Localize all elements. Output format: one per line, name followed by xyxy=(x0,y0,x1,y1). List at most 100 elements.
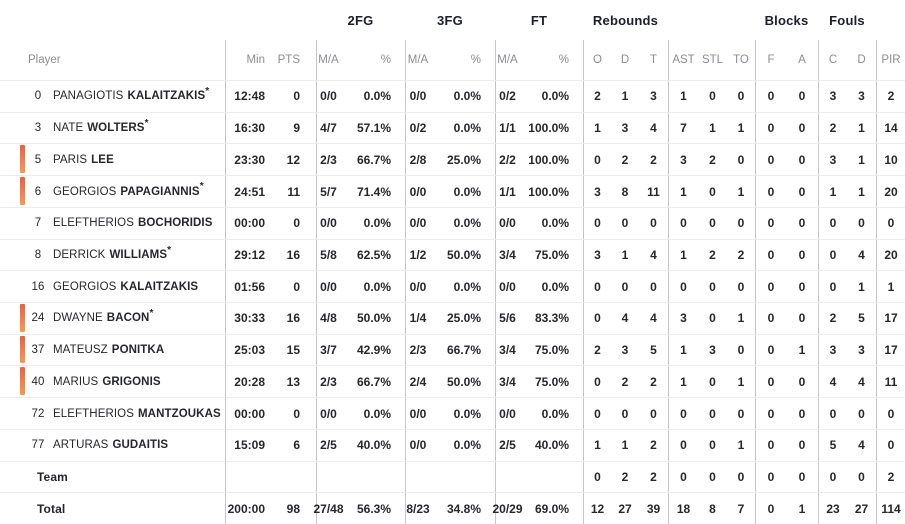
table-row: * Team 0 2 2 0 0 0 0 0 0 0 2 xyxy=(0,460,905,493)
fg3-pct-cell: 50.0% xyxy=(446,374,481,389)
ast-cell: 1 xyxy=(668,176,698,207)
player-last-name: KALAITZAKIS xyxy=(120,280,199,293)
starter-mark: * xyxy=(149,308,154,320)
player-first-name: NATE xyxy=(53,122,84,135)
player-number: 16 xyxy=(31,280,45,293)
reb-t-cell: 2 xyxy=(650,152,657,167)
ast-cell: 1 xyxy=(668,366,698,398)
fg3-ma-cell: 2/3 xyxy=(405,334,450,366)
block-a-cell: 0 xyxy=(798,438,806,453)
reb-d-cell: 3 xyxy=(621,343,629,358)
ft-ma-cell: 1/1 xyxy=(495,112,539,144)
block-a-cell: 0 xyxy=(798,374,806,389)
player-first-name: ARTURAS xyxy=(53,439,109,452)
foul-d-cell: 5 xyxy=(858,311,865,326)
block-a-cell: 0 xyxy=(798,152,806,167)
reb-d-cell: 8 xyxy=(621,184,629,199)
fg3-pct-cell: 0.0% xyxy=(453,89,481,104)
reb-t-cell: 2 xyxy=(650,374,657,389)
fg3-pct-cell xyxy=(450,462,495,493)
stl-cell: 2 xyxy=(709,152,716,167)
pts-cell: 9 xyxy=(293,121,300,136)
player-cell: 3 NATE WOLTERS * xyxy=(0,113,225,144)
ft-pct-cell: 0.0% xyxy=(541,279,569,294)
min-cell: 00:00 xyxy=(225,207,277,239)
fg2-ma-cell: 5/7 xyxy=(316,176,360,207)
fg3-ma-cell: 2/8 xyxy=(405,144,450,176)
fg2-ma-cell: 4/8 xyxy=(316,303,360,334)
fg3-ma-cell xyxy=(405,461,450,493)
ast-cell: 0 xyxy=(668,207,698,239)
reb-d-cell: 4 xyxy=(621,311,629,326)
to-cell: 0 xyxy=(737,343,745,358)
foul-d-cell: 1 xyxy=(858,121,865,136)
player-number: 7 xyxy=(34,217,42,230)
ft-pct-cell: 75.0% xyxy=(534,374,569,389)
foul-c-cell: 4 xyxy=(818,366,847,398)
reb-o-cell: 2 xyxy=(583,81,611,112)
player-last-name: WOLTERS xyxy=(87,122,145,135)
player-first-name: DERRICK xyxy=(53,248,106,261)
stl-cell: 0 xyxy=(709,469,716,484)
stl-cell: 0 xyxy=(709,279,716,294)
table-row: 72 ELEFTHERIOS MANTZOUKAS * 00:00 0 0/0 … xyxy=(0,397,905,429)
player-first-name: PANAGIOTIS xyxy=(53,90,124,103)
group-header-2fg: 2FG xyxy=(347,12,374,28)
col-header-foul-d: D xyxy=(857,54,866,66)
reb-t-cell: 4 xyxy=(650,311,657,326)
fg3-ma-cell: 8/23 xyxy=(405,493,450,524)
col-header-ast: AST xyxy=(668,40,698,80)
ast-cell: 18 xyxy=(668,493,698,524)
reb-d-cell: 0 xyxy=(621,279,629,294)
pts-cell: 13 xyxy=(286,374,300,389)
table-row: 16 GEORGIOS KALAITZAKIS * 01:56 0 0/0 0.… xyxy=(0,270,905,303)
pts-cell: 11 xyxy=(287,184,300,199)
table-row: 37 MATEUSZ PONITKA * 25:03 15 3/7 42.9% … xyxy=(0,333,905,366)
pir-cell: 0 xyxy=(876,398,905,429)
fg3-ma-cell: 2/4 xyxy=(405,366,450,398)
foul-d-cell: 27 xyxy=(854,501,869,516)
fg2-pct-cell: 71.4% xyxy=(356,184,391,199)
player-number: 5 xyxy=(34,153,42,166)
starter-mark: * xyxy=(167,244,172,256)
to-cell: 0 xyxy=(737,152,745,167)
fg3-pct-cell: 0.0% xyxy=(453,216,481,231)
stl-cell: 0 xyxy=(709,406,716,421)
pir-cell: 2 xyxy=(876,461,905,493)
block-f-cell: 0 xyxy=(755,429,786,461)
pts-cell: 0 xyxy=(293,406,300,421)
block-f-cell: 0 xyxy=(755,81,786,112)
fg2-ma-cell: 0/0 xyxy=(316,81,360,112)
foul-d-cell: 4 xyxy=(858,374,865,389)
stl-cell: 8 xyxy=(709,501,716,516)
min-cell: 25:03 xyxy=(225,334,277,366)
table-row: 0 PANAGIOTIS KALAITZAKIS * 12:48 0 0/0 0… xyxy=(0,80,905,112)
fg3-ma-cell: 0/2 xyxy=(405,112,450,144)
ast-cell: 3 xyxy=(668,303,698,334)
col-header-ft-ma: M/A xyxy=(495,40,539,80)
on-court-indicator-bar xyxy=(20,304,25,332)
player-first-name: PARIS xyxy=(53,153,88,166)
fg2-ma-cell: 2/5 xyxy=(316,429,360,461)
pir-cell: 10 xyxy=(876,144,905,176)
player-last-name: KALAITZAKIS xyxy=(127,90,206,103)
fg3-ma-cell: 0/0 xyxy=(405,429,450,461)
table-row: 5 PARIS LEE * 23:30 12 2/3 66.7% 2/8 25.… xyxy=(0,143,905,176)
col-header-3fg-pct: % xyxy=(470,54,481,66)
reb-o-cell: 0 xyxy=(583,207,611,239)
on-court-indicator-bar xyxy=(20,335,25,364)
fg2-pct-cell: 0.0% xyxy=(363,216,391,231)
table-body: 0 PANAGIOTIS KALAITZAKIS * 12:48 0 0/0 0… xyxy=(0,80,905,524)
fg3-pct-cell: 50.0% xyxy=(446,247,481,262)
pts-cell: 16 xyxy=(286,247,300,262)
fg3-pct-cell: 0.0% xyxy=(453,121,481,136)
ft-ma-cell: 3/4 xyxy=(495,239,539,271)
fg2-ma-cell: 27/48 xyxy=(313,493,360,524)
group-header-3fg: 3FG xyxy=(437,12,463,28)
col-header-min: Min xyxy=(225,40,277,80)
col-header-foul-c: C xyxy=(818,40,847,80)
foul-d-cell: 0 xyxy=(858,406,865,421)
stat-group-header-row: 2FG 3FG FT Rebounds Blocks Fouls xyxy=(0,0,905,40)
fg2-pct-cell: 42.9% xyxy=(356,343,391,358)
ft-ma-cell: 20/29 xyxy=(492,493,539,524)
